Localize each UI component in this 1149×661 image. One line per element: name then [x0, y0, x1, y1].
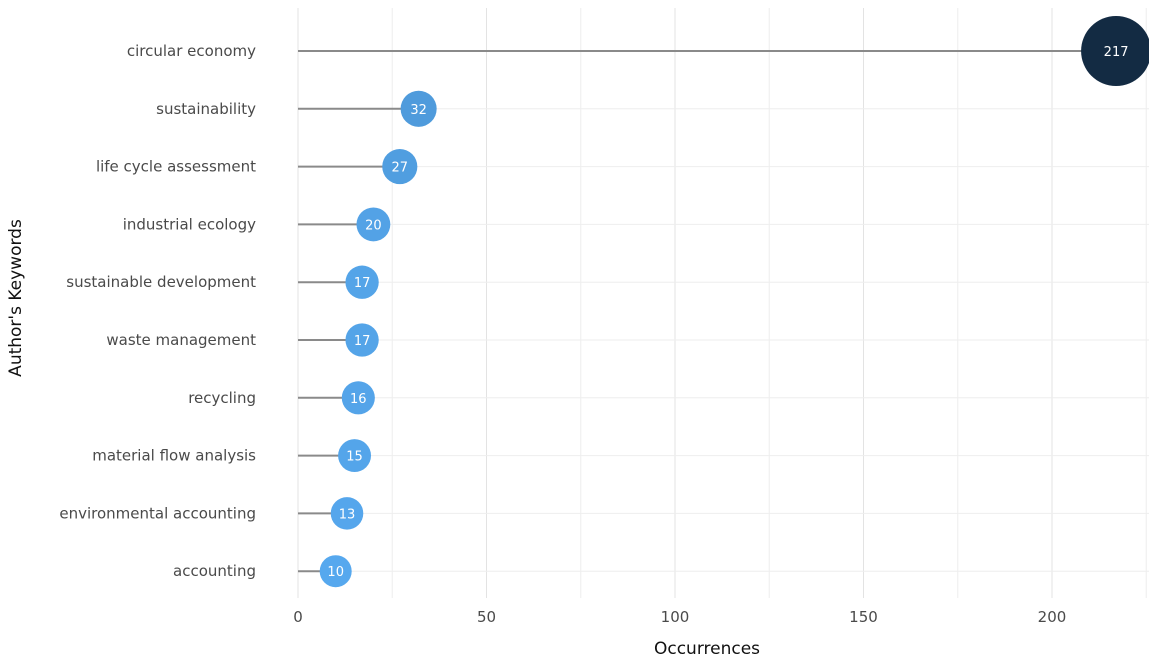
x-axis-title: Occurrences [654, 639, 760, 659]
data-label: 32 [410, 103, 427, 118]
lollipop-point [338, 439, 372, 473]
lollipop-point [345, 265, 379, 299]
lollipop-point [319, 555, 352, 588]
label-layer: 0 50 100 150 200 circular economy sustainabili… [59, 42, 1066, 626]
lollipop-point [345, 323, 379, 357]
x-tick-label: 200 [1038, 608, 1067, 626]
y-tick-label: industrial ecology [123, 215, 256, 233]
data-label: 10 [327, 565, 344, 580]
y-tick-label: circular economy [127, 42, 256, 60]
lollipop-point [382, 149, 418, 185]
y-axis-title: Author's Keywords [6, 219, 26, 377]
y-tick-label: sustainable development [66, 273, 256, 291]
y-tick-label: waste management [106, 331, 256, 349]
lollipop-point [341, 381, 375, 415]
data-label: 17 [354, 276, 371, 291]
x-tick-label: 100 [661, 608, 690, 626]
lollipop-point [1081, 16, 1149, 86]
y-tick-label: environmental accounting [59, 504, 256, 522]
data-label: 15 [346, 450, 363, 465]
x-tick-label: 150 [849, 608, 878, 626]
lollipop-point [330, 497, 364, 530]
lollipop-point [356, 207, 391, 242]
data-label: 13 [339, 507, 356, 522]
stem-layer [298, 50, 1117, 573]
y-tick-label: life cycle assessment [96, 158, 256, 176]
data-label: 27 [392, 161, 409, 176]
x-tick-label: 50 [477, 608, 496, 626]
y-tick-label: recycling [188, 389, 256, 407]
data-label: 17 [354, 334, 371, 349]
y-tick-label: sustainability [156, 100, 256, 118]
lollipop-point [400, 90, 437, 127]
x-tick-label: 0 [293, 608, 303, 626]
data-label: 217 [1104, 45, 1129, 60]
y-tick-label: accounting [173, 562, 256, 580]
data-label: 16 [350, 392, 367, 407]
y-tick-label: material flow analysis [92, 447, 256, 465]
data-label: 20 [365, 218, 382, 233]
point-layer: 217 32 27 20 17 17 16 15 13 10 [319, 16, 1149, 588]
